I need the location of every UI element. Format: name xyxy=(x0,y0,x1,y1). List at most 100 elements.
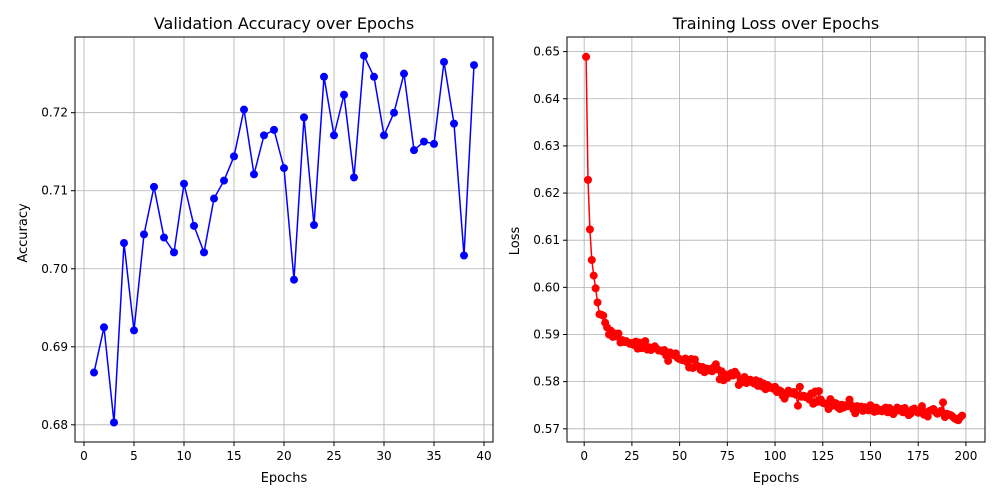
loss-x-tick-label: 100 xyxy=(764,449,787,463)
accuracy-data-point xyxy=(150,182,158,191)
accuracy-data-point xyxy=(330,131,338,140)
loss-data-point xyxy=(939,398,948,407)
accuracy-data-point xyxy=(340,90,348,99)
accuracy-data-point xyxy=(250,170,258,179)
loss-data-point xyxy=(582,52,591,61)
accuracy-data-point xyxy=(90,368,98,377)
loss-data-point xyxy=(584,175,592,184)
accuracy-data-point xyxy=(140,230,148,239)
loss-data-point xyxy=(614,329,623,338)
accuracy-data-point xyxy=(260,131,268,140)
accuracy-y-axis-label: Accuracy xyxy=(16,203,31,263)
accuracy-data-point xyxy=(170,248,178,257)
loss-data-point xyxy=(793,401,802,410)
accuracy-x-tick-label: 5 xyxy=(130,449,138,463)
loss-data-point xyxy=(599,311,608,320)
accuracy-data-point xyxy=(460,251,468,260)
accuracy-data-point xyxy=(390,108,398,117)
accuracy-data-point xyxy=(420,137,428,146)
loss-series-line xyxy=(585,56,963,422)
accuracy-x-tick-label: 15 xyxy=(226,449,241,463)
accuracy-x-tick-label: 40 xyxy=(476,449,491,463)
loss-y-tick-label: 0.62 xyxy=(533,186,560,200)
loss-y-tick-label: 0.65 xyxy=(533,45,560,59)
loss-data-point xyxy=(958,411,967,420)
accuracy-data-point xyxy=(430,139,438,148)
loss-x-tick-label: 75 xyxy=(720,449,735,463)
accuracy-y-tick-label: 0.70 xyxy=(41,262,68,276)
accuracy-data-point xyxy=(450,119,458,128)
accuracy-data-point xyxy=(470,61,478,70)
accuracy-data-point xyxy=(400,69,408,78)
accuracy-data-point xyxy=(270,125,278,134)
accuracy-data-point xyxy=(190,221,198,230)
loss-y-tick-label: 0.63 xyxy=(533,139,560,153)
accuracy-x-tick-label: 10 xyxy=(176,449,191,463)
accuracy-data-point xyxy=(290,275,298,284)
accuracy-data-point xyxy=(210,194,218,203)
loss-x-tick-label: 125 xyxy=(811,449,834,463)
accuracy-x-tick-label: 0 xyxy=(80,449,88,463)
accuracy-x-tick-label: 20 xyxy=(276,449,291,463)
accuracy-data-point xyxy=(130,326,138,335)
accuracy-x-tick-label: 25 xyxy=(326,449,341,463)
loss-x-tick-label: 25 xyxy=(624,449,639,463)
loss-x-tick-label: 0 xyxy=(580,449,588,463)
accuracy-y-tick-label: 0.71 xyxy=(41,184,68,198)
loss-x-axis-label: Epochs xyxy=(753,471,800,486)
loss-x-tick-label: 150 xyxy=(859,449,882,463)
accuracy-data-point xyxy=(440,57,448,66)
accuracy-data-point xyxy=(380,131,388,140)
loss-data-point xyxy=(641,337,650,346)
accuracy-x-axis-label: Epochs xyxy=(261,471,308,486)
accuracy-data-point xyxy=(230,152,238,161)
accuracy-data-point xyxy=(350,173,358,182)
loss-y-tick-label: 0.61 xyxy=(533,233,560,247)
accuracy-data-point xyxy=(240,105,248,114)
loss-x-tick-label: 175 xyxy=(907,449,930,463)
loss-y-axis-label: Loss xyxy=(508,227,523,256)
accuracy-data-point xyxy=(320,72,328,81)
loss-data-point xyxy=(585,225,594,234)
accuracy-data-point xyxy=(370,72,378,81)
loss-x-tick-label: 50 xyxy=(672,449,687,463)
accuracy-data-point xyxy=(310,221,318,230)
accuracy-chart-title: Validation Accuracy over Epochs xyxy=(154,14,414,33)
accuracy-data-point xyxy=(220,176,228,185)
loss-y-tick-label: 0.58 xyxy=(533,375,560,389)
loss-data-point xyxy=(589,271,598,280)
accuracy-data-point xyxy=(300,113,308,122)
loss-data-point xyxy=(593,298,602,307)
accuracy-chart: 0 5 10 15 20 25 30 35 40 0.68 0.69 0.70 0.71 0.72 Val… xyxy=(16,14,494,486)
accuracy-data-point xyxy=(100,323,108,332)
accuracy-data-point xyxy=(410,146,418,155)
loss-y-tick-label: 0.59 xyxy=(533,328,560,342)
accuracy-data-point xyxy=(180,179,188,188)
loss-y-tick-label: 0.57 xyxy=(533,422,560,436)
accuracy-data-point xyxy=(360,51,368,60)
accuracy-y-tick-label: 0.68 xyxy=(41,418,68,432)
loss-x-tick-label: 200 xyxy=(954,449,977,463)
accuracy-data-point xyxy=(160,233,168,242)
loss-data-point xyxy=(591,284,600,293)
loss-data-point xyxy=(918,402,927,411)
accuracy-x-tick-label: 30 xyxy=(376,449,391,463)
accuracy-data-point xyxy=(280,164,288,173)
loss-chart: 0 25 50 75 100 125 150 175 200 0.57 0.58 0.59 0.60 0.… xyxy=(508,14,986,486)
loss-data-point xyxy=(795,382,804,391)
loss-y-tick-label: 0.64 xyxy=(533,92,560,106)
loss-y-tick-label: 0.60 xyxy=(533,280,560,294)
loss-data-point xyxy=(587,256,596,265)
loss-axes-frame xyxy=(566,36,986,443)
accuracy-x-tick-label: 35 xyxy=(426,449,441,463)
loss-chart-title: Training Loss over Epochs xyxy=(672,14,880,33)
accuracy-data-point xyxy=(200,248,208,257)
loss-data-point xyxy=(814,387,823,396)
loss-data-point xyxy=(690,355,699,364)
accuracy-y-tick-label: 0.69 xyxy=(41,340,68,354)
accuracy-axes-frame xyxy=(74,36,494,443)
accuracy-data-point xyxy=(120,239,128,248)
accuracy-y-tick-label: 0.72 xyxy=(41,106,68,120)
loss-data-point xyxy=(732,370,741,379)
